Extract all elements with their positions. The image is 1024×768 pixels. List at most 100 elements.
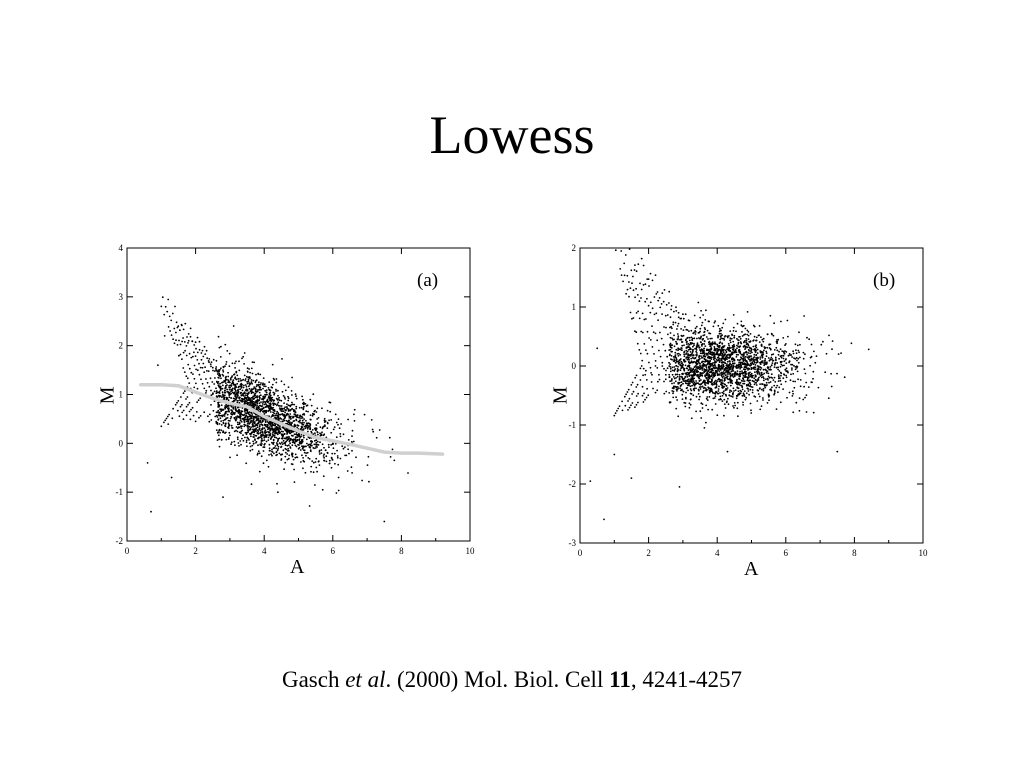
data-point: [269, 421, 272, 423]
data-point: [726, 373, 729, 375]
data-point: [812, 370, 815, 373]
data-point: [655, 293, 658, 295]
data-point: [676, 343, 679, 345]
data-point: [743, 382, 746, 385]
data-point: [676, 373, 679, 376]
data-point: [729, 337, 732, 340]
data-point: [291, 394, 293, 396]
data-point: [166, 415, 169, 418]
data-point: [744, 327, 747, 330]
data-point: [724, 318, 727, 321]
data-point: [295, 407, 298, 410]
data-point: [782, 354, 784, 357]
data-point: [301, 439, 304, 441]
data-point: [761, 361, 763, 364]
data-point: [317, 422, 319, 424]
data-point: [767, 372, 770, 375]
data-point: [792, 380, 795, 383]
data-point: [372, 430, 375, 433]
data-point: [788, 353, 791, 355]
data-point: [342, 447, 345, 450]
data-point: [752, 345, 755, 348]
data-point: [292, 458, 295, 461]
data-point: [217, 434, 220, 437]
data-point: [657, 319, 659, 322]
data-point: [314, 432, 316, 435]
data-point: [701, 381, 704, 384]
data-point: [256, 429, 259, 432]
data-point: [272, 428, 275, 431]
data-point: [160, 425, 163, 428]
data-point: [779, 348, 782, 350]
x-tick-label-b: 0: [578, 548, 583, 558]
data-point: [641, 359, 644, 362]
data-point: [311, 440, 314, 443]
data-point: [257, 389, 259, 391]
data-point: [699, 341, 702, 343]
data-point: [799, 356, 801, 359]
data-point: [770, 358, 772, 361]
data-point: [733, 345, 736, 348]
data-point: [723, 378, 726, 381]
data-point: [688, 356, 690, 359]
data-point: [648, 285, 650, 287]
data-point: [664, 314, 667, 317]
data-point: [682, 378, 684, 381]
data-point: [736, 359, 739, 361]
data-point: [223, 415, 226, 417]
data-point: [310, 444, 313, 447]
data-point: [791, 363, 794, 366]
data-point: [297, 443, 299, 446]
data-point: [228, 365, 231, 368]
data-point: [264, 389, 267, 392]
data-point: [171, 417, 174, 420]
data-point: [690, 353, 693, 355]
data-point: [673, 334, 675, 337]
data-point: [240, 430, 243, 433]
data-point: [652, 331, 655, 334]
data-point: [309, 440, 312, 443]
data-point: [196, 359, 199, 361]
data-point: [331, 452, 334, 455]
data-point: [256, 404, 258, 407]
data-point: [251, 401, 254, 403]
data-point: [294, 425, 297, 428]
data-point: [707, 338, 709, 340]
data-point: [290, 390, 293, 392]
data-point: [632, 289, 635, 292]
data-point: [744, 370, 747, 373]
data-point: [771, 362, 774, 364]
data-point: [704, 345, 707, 347]
data-point: [793, 364, 795, 367]
data-point: [264, 406, 267, 408]
data-point: [681, 398, 684, 400]
data-point: [253, 397, 255, 400]
data-point: [707, 386, 710, 389]
data-point: [712, 325, 715, 328]
data-point: [188, 382, 191, 384]
data-point: [252, 425, 255, 428]
data-point: [305, 452, 308, 454]
data-point: [275, 417, 278, 420]
data-point: [626, 288, 629, 291]
data-point: [253, 428, 256, 431]
data-point: [663, 289, 666, 291]
data-point: [245, 441, 248, 443]
data-point: [792, 350, 794, 353]
data-point: [285, 448, 288, 451]
data-point: [681, 349, 683, 352]
data-point: [274, 427, 277, 429]
data-point: [289, 409, 291, 412]
data-point: [777, 353, 780, 356]
data-point: [259, 431, 262, 434]
data-point: [786, 370, 789, 373]
data-point: [236, 391, 238, 394]
data-point: [637, 263, 640, 266]
data-point: [705, 421, 707, 424]
data-point: [687, 343, 690, 345]
data-point: [234, 388, 237, 391]
data-point: [637, 310, 639, 313]
data-point: [720, 349, 722, 352]
data-point: [304, 471, 307, 474]
data-point: [810, 343, 813, 346]
